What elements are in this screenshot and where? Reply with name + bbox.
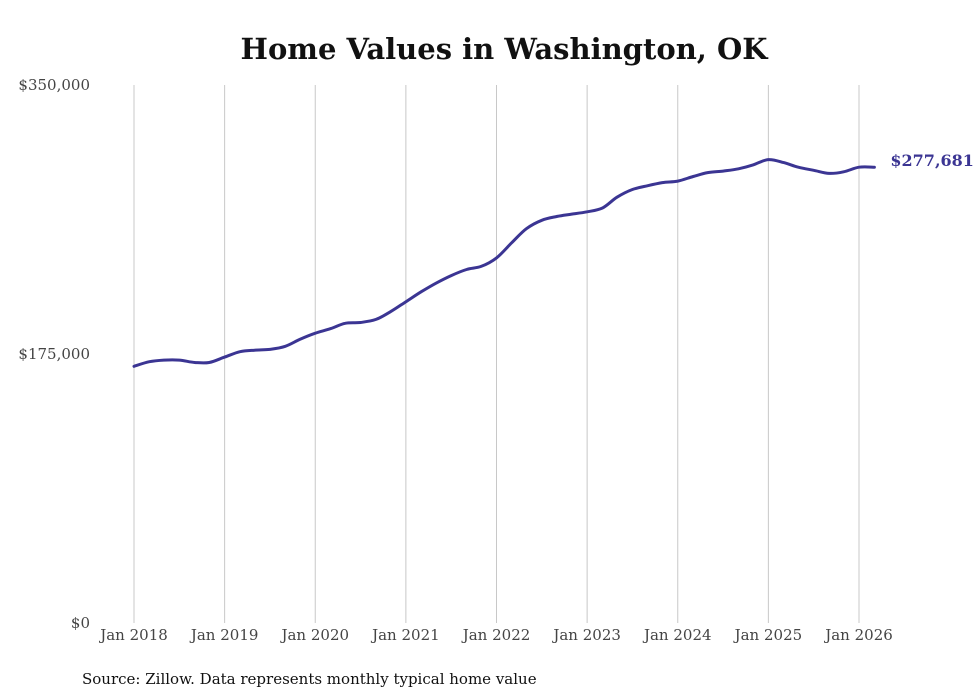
- x-tick-label-2019: Jan 2019: [189, 626, 259, 644]
- y-tick-label-175000: $175,000: [18, 345, 90, 363]
- x-tick-label-2020: Jan 2020: [279, 626, 349, 644]
- x-tick-label-2025: Jan 2025: [733, 626, 803, 644]
- x-axis-ticks: Jan 2018 Jan 2019 Jan 2020 Jan 2021 Jan 2022…: [98, 626, 893, 644]
- series-layer: [132, 158, 876, 368]
- x-tick-label-2026: Jan 2026: [823, 626, 893, 644]
- series-line-0: [132, 158, 876, 368]
- y-tick-label-350000: $350,000: [18, 76, 90, 94]
- x-tick-label-2024: Jan 2024: [642, 626, 712, 644]
- end-value-label: $277,681: [890, 151, 974, 170]
- x-tick-label-2018: Jan 2018: [98, 626, 168, 644]
- x-tick-label-2021: Jan 2021: [370, 626, 440, 644]
- source-note: Source: Zillow. Data represents monthly …: [82, 670, 537, 688]
- y-tick-label-0: $0: [71, 614, 90, 632]
- x-tick-label-2022: Jan 2022: [461, 626, 531, 644]
- gridlines: [133, 85, 860, 623]
- chart-title: Home Values in Washington, OK: [241, 32, 770, 66]
- y-axis-ticks: $0 $175,000 $350,000: [18, 76, 90, 632]
- x-tick-label-2023: Jan 2023: [551, 626, 621, 644]
